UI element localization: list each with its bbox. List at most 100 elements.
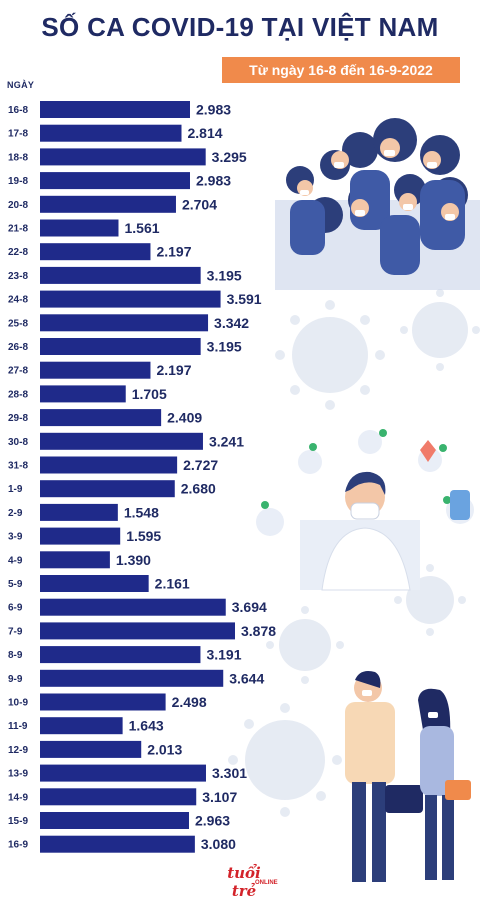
- category-label: 19-8: [8, 176, 28, 187]
- doctor-illustration: [256, 429, 474, 591]
- category-label: 16-9: [8, 840, 28, 851]
- bar: [40, 788, 197, 806]
- page-title: SỐ CA COVID-19 TẠI VIỆT NAM: [41, 12, 439, 42]
- value-label: 3.241: [209, 433, 244, 449]
- value-label: 3.301: [212, 765, 247, 781]
- category-label: 4-9: [8, 555, 23, 566]
- value-label: 2.814: [187, 125, 222, 141]
- value-label: 2.409: [167, 410, 202, 426]
- value-label: 3.644: [229, 670, 264, 686]
- value-label: 2.983: [196, 102, 231, 118]
- bar: [40, 551, 110, 569]
- category-label: 29-8: [8, 413, 28, 424]
- value-label: 1.643: [129, 718, 164, 734]
- category-label: 6-9: [8, 603, 23, 614]
- value-label: 2.161: [155, 576, 190, 592]
- category-label: 23-8: [8, 271, 28, 282]
- value-label: 3.342: [214, 315, 249, 331]
- bar: [40, 219, 119, 237]
- value-label: 2.963: [195, 813, 230, 829]
- bar: [40, 409, 162, 427]
- bar: [40, 669, 224, 687]
- bar: [40, 717, 123, 735]
- category-label: 27-8: [8, 366, 28, 377]
- people-walking-illustration: [345, 671, 471, 882]
- value-label: 1.561: [124, 220, 159, 236]
- value-label: 3.191: [206, 647, 241, 663]
- category-label: 8-9: [8, 650, 23, 661]
- category-label: 30-8: [8, 437, 28, 448]
- date-range-badge: Từ ngày 16-8 đến 16-9-2022: [222, 57, 460, 83]
- category-label: 15-9: [8, 816, 28, 827]
- bar: [40, 456, 178, 474]
- category-label: 17-8: [8, 129, 28, 140]
- value-label: 1.548: [124, 504, 159, 520]
- bar: [40, 693, 166, 711]
- bar: [40, 243, 151, 261]
- y-axis-label: NGÀY: [7, 80, 35, 90]
- value-label: 2.197: [156, 362, 191, 378]
- category-label: 9-9: [8, 674, 23, 685]
- value-label: 1.390: [116, 552, 151, 568]
- virus-icon: [266, 606, 344, 684]
- category-label: 21-8: [8, 224, 28, 235]
- bar: [40, 835, 195, 853]
- bar: [40, 503, 118, 521]
- value-label: 2.727: [183, 457, 218, 473]
- bar: [40, 290, 221, 308]
- category-label: 2-9: [8, 508, 23, 519]
- value-label: 1.705: [132, 386, 167, 402]
- virus-icon: [228, 703, 342, 817]
- value-label: 2.498: [172, 694, 207, 710]
- value-label: 3.195: [207, 339, 242, 355]
- virus-icon: [400, 289, 480, 371]
- bar: [40, 101, 190, 118]
- bar: [40, 480, 175, 498]
- bar: [40, 598, 226, 616]
- crowd-illustration: [275, 118, 480, 290]
- value-label: 1.595: [126, 528, 161, 544]
- brand-logo-sub: ONLINE: [255, 880, 278, 886]
- category-label: 24-8: [8, 295, 28, 306]
- value-label: 3.295: [212, 149, 247, 165]
- bar: [40, 124, 182, 142]
- bar: [40, 646, 201, 664]
- bar: [40, 622, 235, 640]
- category-label: 18-8: [8, 152, 28, 163]
- category-label: 14-9: [8, 792, 28, 803]
- bar: [40, 575, 149, 592]
- category-label: 16-8: [8, 105, 28, 116]
- value-label: 3.878: [241, 623, 276, 639]
- category-label: 1-9: [8, 484, 23, 495]
- category-label: 28-8: [8, 389, 28, 400]
- bar: [40, 740, 142, 758]
- bar: [40, 338, 201, 355]
- bar: [40, 432, 203, 450]
- value-label: 2.680: [181, 481, 216, 497]
- category-label: 7-9: [8, 626, 23, 637]
- category-label: 11-9: [8, 721, 28, 732]
- category-label: 3-9: [8, 532, 23, 543]
- category-label: 10-9: [8, 698, 28, 709]
- value-label: 3.107: [202, 789, 237, 805]
- bar: [40, 266, 201, 284]
- category-label: 25-8: [8, 318, 28, 329]
- value-label: 2.983: [196, 173, 231, 189]
- category-label: 26-8: [8, 342, 28, 353]
- category-label: 13-9: [8, 769, 28, 780]
- category-label: 31-8: [8, 461, 28, 472]
- category-label: 12-9: [8, 745, 28, 756]
- bar: [40, 172, 190, 190]
- value-label: 3.591: [227, 291, 262, 307]
- brand-logo: tuổi trẻ: [227, 864, 261, 900]
- bar: [40, 812, 189, 829]
- category-label: 5-9: [8, 579, 23, 590]
- bar: [40, 148, 206, 166]
- bar: [40, 764, 206, 782]
- value-label: 2.704: [182, 196, 217, 212]
- bar: [40, 385, 126, 403]
- value-label: 3.694: [232, 599, 267, 615]
- value-label: 3.080: [201, 836, 236, 852]
